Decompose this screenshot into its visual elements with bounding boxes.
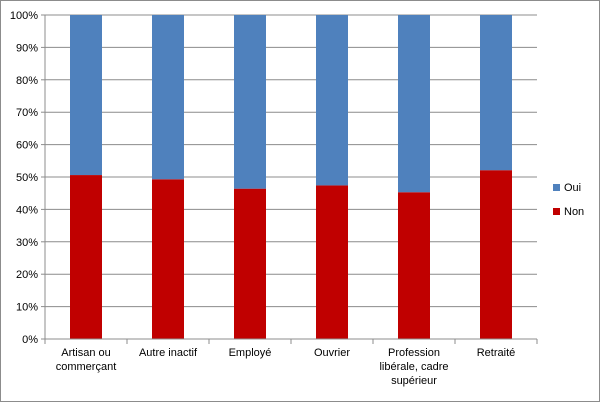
x-tick-label: Retraité [477,347,516,359]
y-tick-label: 20% [16,269,38,281]
x-tick-label: Artisan ou commerçant [56,347,117,373]
x-tick-labels: Artisan ou commerçant Autre inactif Employé… [56,347,516,387]
y-tick-label: 100% [10,10,38,22]
y-tick-label: 50% [16,172,38,184]
bar-oui [152,15,184,180]
legend-label-oui: Oui [564,182,581,194]
legend-swatch-non [553,208,560,215]
bar-oui [398,15,430,193]
legend: Oui Non [553,182,584,218]
y-tick-label: 0% [22,334,38,346]
bar-non [398,192,430,339]
y-tick-label: 30% [16,237,38,249]
x-tick-label: Ouvrier [314,347,350,359]
bar-non [234,188,266,339]
bar-oui [480,15,512,171]
bar-oui [70,15,102,176]
x-tick-label: Employé [229,347,272,359]
y-tick-label: 80% [16,75,38,87]
y-tick-label: 70% [16,107,38,119]
y-tick-label: 60% [16,140,38,152]
y-tick-label: 10% [16,302,38,314]
axes [41,14,538,344]
bars [70,15,512,339]
y-tick-label: 90% [16,42,38,54]
bar-oui [316,15,348,186]
gridlines [45,14,537,340]
legend-swatch-oui [553,184,560,191]
y-tick-label: 40% [16,204,38,216]
bar-oui [234,15,266,189]
bar-non [70,175,102,339]
legend-label-non: Non [564,206,584,218]
bar-non [152,179,184,339]
x-tick-label: Profession libérale, cadre supérieur [379,347,448,387]
bar-non [316,185,348,339]
x-tick-label: Autre inactif [139,347,198,359]
y-tick-labels: 0% 10% 20% 30% 40% 50% 60% 70% 80% 90% 100% [10,10,38,346]
bar-non [480,170,512,339]
